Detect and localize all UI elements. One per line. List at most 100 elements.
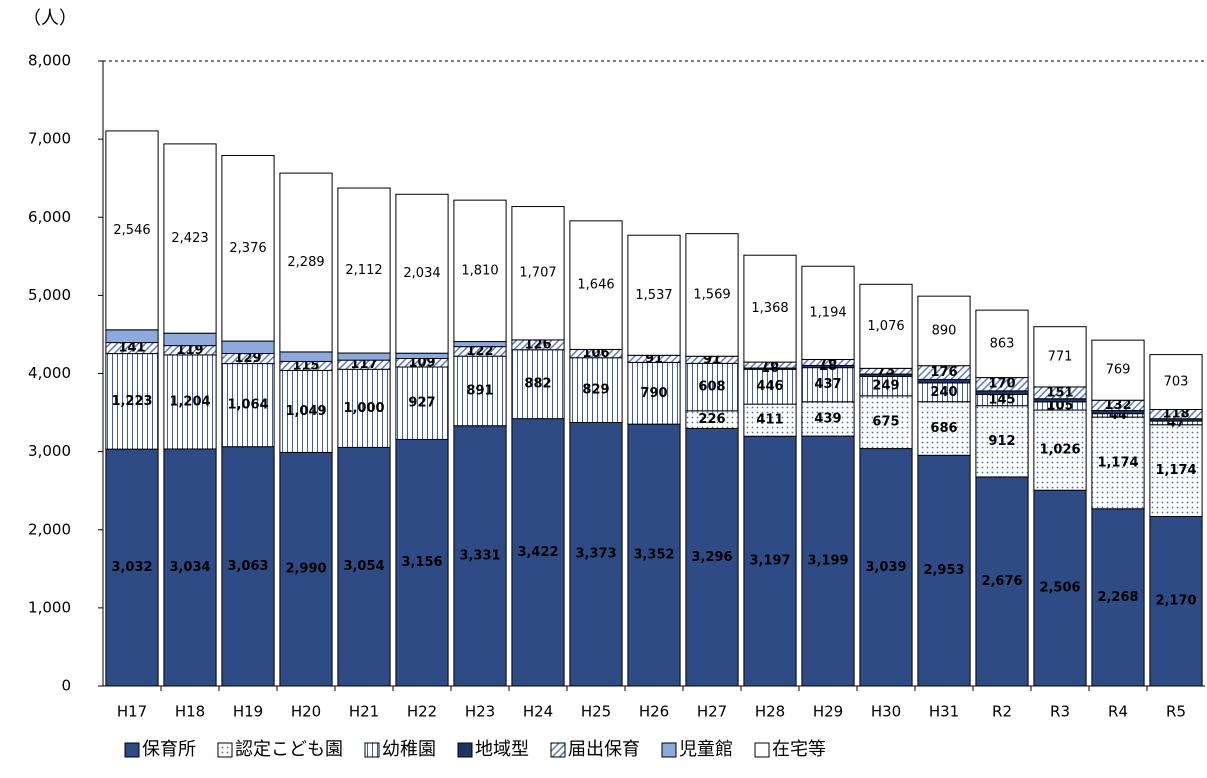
bar-segment	[221, 154, 275, 342]
data-label: 117	[350, 357, 377, 372]
bar-segment	[453, 355, 507, 427]
bar-segment	[801, 367, 855, 403]
legend-swatch	[217, 742, 233, 758]
data-label: 151	[1046, 385, 1073, 400]
data-label: 890	[932, 323, 957, 338]
x-tick-label: H17	[117, 703, 147, 721]
data-label: 132	[1104, 398, 1131, 413]
x-tick-label: R5	[1166, 703, 1186, 721]
x-tick-label: H19	[233, 703, 263, 721]
bar-segment	[1149, 515, 1203, 687]
bar-segment	[279, 351, 333, 362]
data-label: 1,174	[1155, 463, 1196, 478]
bar-segment	[511, 349, 565, 420]
data-label: 863	[990, 336, 1015, 351]
data-label: 1,810	[461, 263, 498, 278]
legend-label: 児童館	[679, 739, 733, 760]
data-label: 1,537	[635, 288, 672, 303]
data-label: 3,197	[749, 554, 790, 569]
data-label: 2,676	[981, 574, 1022, 589]
bar-segment	[627, 234, 681, 356]
legend-swatch	[124, 742, 140, 758]
bar-segment	[917, 454, 971, 687]
bar-segment	[743, 254, 797, 363]
y-tick-label: 4,000	[28, 364, 71, 382]
bar-segment	[1033, 409, 1087, 491]
data-label: 771	[1048, 349, 1073, 364]
bar-segment	[1033, 326, 1087, 388]
bar-segment	[685, 233, 739, 357]
x-tick-label: H31	[929, 703, 959, 721]
data-label: 790	[640, 386, 667, 401]
x-tick-label: H28	[755, 703, 785, 721]
x-tick-label: R4	[1108, 703, 1128, 721]
data-label: 1,223	[111, 394, 152, 409]
x-tick-label: H20	[291, 703, 321, 721]
data-label: 891	[466, 383, 493, 398]
bar-segment	[511, 418, 565, 687]
x-tick-label: H23	[465, 703, 495, 721]
y-tick-label: 6,000	[28, 208, 71, 226]
data-label: 882	[524, 377, 551, 392]
data-label: 1,569	[693, 287, 730, 302]
data-label: 927	[408, 396, 435, 411]
bar-segment	[395, 193, 449, 354]
bar-segment	[337, 352, 391, 361]
data-label: 2,376	[229, 241, 266, 256]
bar-segment	[221, 446, 275, 687]
data-label: 3,032	[111, 560, 152, 575]
bar-segment	[917, 401, 971, 456]
data-label: 1,026	[1039, 443, 1080, 458]
data-label: 3,063	[227, 559, 268, 574]
data-label: 2,268	[1097, 590, 1138, 605]
data-label: 1,076	[867, 319, 904, 334]
x-tick-label: H25	[581, 703, 611, 721]
data-label: 446	[756, 379, 783, 394]
bar-segment	[395, 366, 449, 440]
y-tick-label: 3,000	[28, 442, 71, 460]
data-label: 439	[814, 411, 841, 426]
data-label: 2,170	[1155, 594, 1196, 609]
bar-segment	[163, 354, 217, 450]
bar-segment	[337, 187, 391, 354]
data-label: 3,034	[169, 560, 210, 575]
data-label: 3,331	[459, 548, 500, 563]
data-label: 2,289	[287, 255, 324, 270]
bar-segment	[105, 448, 159, 687]
bar-segment	[1091, 508, 1145, 687]
x-tick-label: H30	[871, 703, 901, 721]
bar-segment	[453, 199, 507, 343]
data-label: 703	[1164, 375, 1189, 390]
bar-segment	[917, 295, 971, 367]
bar-segment	[569, 357, 623, 423]
bar-segment	[279, 172, 333, 353]
bar-segment	[1033, 489, 1087, 687]
data-label: 240	[930, 385, 957, 400]
bar-segment	[163, 143, 217, 334]
data-label: 2,423	[171, 231, 208, 246]
data-label: 226	[698, 412, 725, 427]
data-label: 2,506	[1039, 581, 1080, 596]
x-tick-label: H21	[349, 703, 379, 721]
y-tick-label: 2,000	[28, 520, 71, 538]
bar-segment	[279, 451, 333, 687]
data-label: 129	[234, 351, 261, 366]
x-tick-label: H18	[175, 703, 205, 721]
bar-segment	[105, 329, 159, 344]
bar-segment	[453, 341, 507, 348]
data-label: 686	[930, 421, 957, 436]
data-label: 1,049	[285, 404, 326, 419]
x-tick-label: R2	[992, 703, 1012, 721]
bar-segment	[105, 353, 159, 450]
data-label: 1,064	[227, 398, 268, 413]
bar-segment	[105, 130, 159, 331]
data-label: 1,707	[519, 266, 556, 281]
y-tick-label: 1,000	[28, 598, 71, 616]
bar-segment	[395, 352, 449, 359]
data-label: 109	[408, 355, 435, 370]
legend-label: 幼稚園	[382, 739, 436, 760]
bar-segment	[975, 309, 1029, 379]
x-tick-label: H29	[813, 703, 843, 721]
data-label: 3,296	[691, 550, 732, 565]
bar-segment	[511, 206, 565, 341]
